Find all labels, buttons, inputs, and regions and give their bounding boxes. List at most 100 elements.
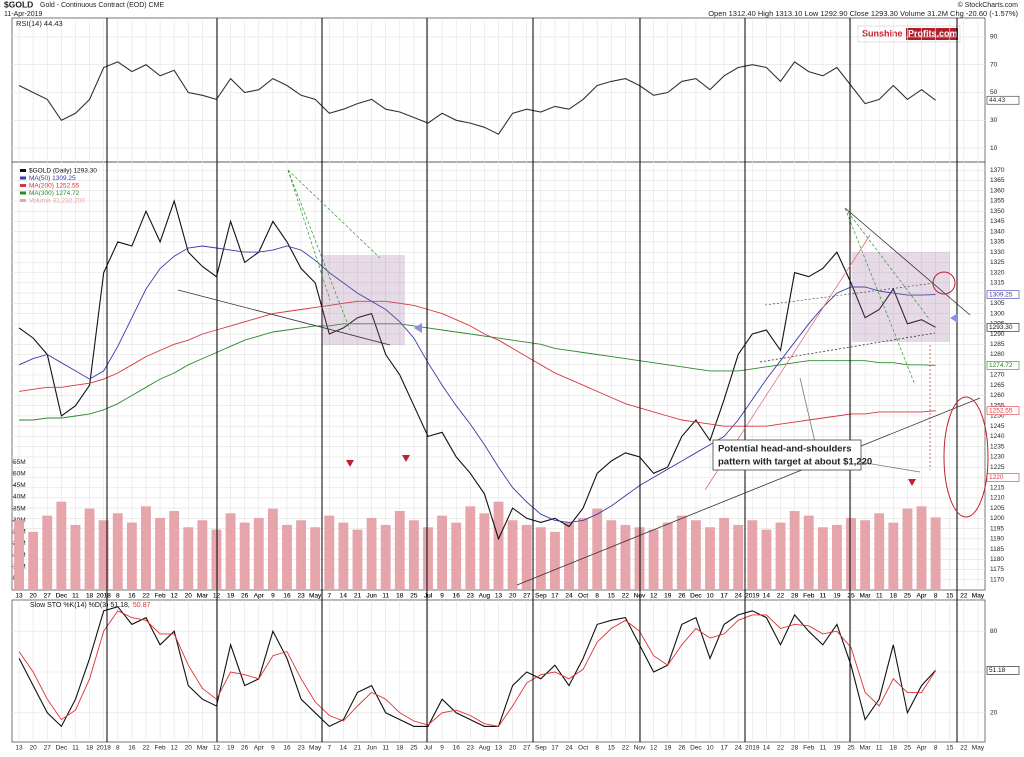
x-tick-label: Feb bbox=[803, 593, 815, 600]
y2-tick-label: 45M bbox=[13, 482, 26, 489]
volume-bar bbox=[253, 517, 264, 590]
x-tick-label: Dec bbox=[56, 593, 68, 600]
x-tick-label: 18 bbox=[890, 593, 898, 600]
x-tick-label: 11 bbox=[819, 745, 826, 752]
quote: Open 1312.40 High 1313.10 Low 1292.90 Cl… bbox=[708, 9, 1018, 18]
series-line bbox=[18, 61, 936, 135]
x-tick-label: 20 bbox=[185, 593, 193, 600]
x-tick-label: Jul bbox=[424, 593, 433, 600]
volume-bar bbox=[493, 501, 504, 590]
volume-bar bbox=[451, 522, 462, 590]
x-tick-label: 27 bbox=[44, 593, 52, 600]
x-tick-label: 23 bbox=[467, 745, 475, 752]
x-tick-label: 20 bbox=[30, 593, 38, 600]
volume-bar bbox=[394, 510, 405, 590]
x-tick-label: 16 bbox=[453, 593, 461, 600]
x-tick-label: 19 bbox=[227, 745, 235, 752]
volume-bar bbox=[930, 517, 941, 590]
x-tick-label: 23 bbox=[297, 745, 305, 752]
volume-bar bbox=[141, 506, 151, 590]
x-tick-label: Mar bbox=[197, 745, 209, 752]
x-tick-label: 16 bbox=[128, 593, 136, 600]
x-tick-label: 14 bbox=[763, 593, 771, 600]
highlight-zone bbox=[322, 255, 405, 345]
y-tick-label: 1210 bbox=[990, 495, 1005, 502]
y-tick-label: 1200 bbox=[990, 515, 1005, 522]
x-tick-label: 12 bbox=[650, 745, 658, 752]
x-tick-label: 21 bbox=[354, 593, 362, 600]
volume-bar bbox=[535, 527, 546, 590]
x-tick-label: 11 bbox=[819, 593, 826, 600]
y2-tick-label: 55M bbox=[13, 459, 26, 466]
y-tick-label: 1255 bbox=[990, 402, 1005, 409]
y-tick-label: 1315 bbox=[990, 280, 1005, 287]
x-tick-label: 22 bbox=[142, 745, 150, 752]
y2-tick-label: 40M bbox=[13, 494, 26, 501]
series-line bbox=[18, 199, 936, 541]
series-line bbox=[19, 300, 936, 427]
x-tick-label: 22 bbox=[960, 593, 968, 600]
value-tag bbox=[986, 666, 1020, 675]
x-tick-label: 19 bbox=[833, 593, 841, 600]
x-tick-label: 22 bbox=[777, 593, 785, 600]
volume-bar bbox=[56, 501, 67, 590]
y-tick-label: 1245 bbox=[990, 423, 1005, 430]
volume-bar bbox=[916, 506, 927, 590]
x-tick-label: 26 bbox=[241, 593, 249, 600]
x-tick-label: 9 bbox=[271, 745, 275, 752]
x-tick-label: 19 bbox=[833, 745, 841, 752]
volume-bar bbox=[507, 520, 518, 590]
x-tick-label: 24 bbox=[565, 593, 573, 600]
value-tag-label: 1274.72 bbox=[989, 362, 1013, 369]
logo-text: Sunshine bbox=[862, 28, 903, 38]
x-tick-label: 16 bbox=[453, 593, 461, 600]
x-tick-label: 18 bbox=[86, 745, 94, 752]
volume-bar bbox=[183, 527, 194, 590]
x-tick-label: 28 bbox=[791, 593, 799, 600]
x-tick-label: 17 bbox=[721, 745, 729, 752]
y-tick-label: 90 bbox=[990, 34, 998, 41]
x-tick-label: 8 bbox=[595, 745, 599, 752]
fan-line bbox=[844, 207, 916, 386]
x-tick-label: May bbox=[309, 593, 322, 600]
x-tick-label: 20 bbox=[509, 593, 517, 600]
x-tick-label: Aug bbox=[479, 593, 491, 600]
x-tick-label: 21 bbox=[354, 593, 362, 600]
x-tick-label: 13 bbox=[15, 593, 23, 600]
x-tick-label: 22 bbox=[142, 593, 150, 600]
volume-bar bbox=[14, 520, 24, 590]
y-tick-label: 1320 bbox=[990, 269, 1005, 276]
arrow bbox=[414, 323, 422, 333]
x-tick-label: 14 bbox=[763, 593, 771, 600]
x-tick-label: Jun bbox=[366, 593, 377, 600]
x-tick-label: 23 bbox=[297, 593, 305, 600]
y-tick-label: 1215 bbox=[990, 484, 1005, 491]
x-tick-label: 17 bbox=[721, 593, 729, 600]
highlight-circle bbox=[932, 271, 956, 295]
y-tick-label: 1345 bbox=[990, 218, 1005, 225]
series-line bbox=[18, 245, 936, 523]
volume-bar bbox=[846, 517, 856, 590]
x-tick-label: 7 bbox=[327, 745, 331, 752]
x-tick-label: 20 bbox=[185, 745, 193, 752]
x-tick-label: 10 bbox=[706, 593, 714, 600]
arrow bbox=[950, 313, 958, 323]
x-tick-label: 20 bbox=[30, 593, 38, 600]
x-tick-label: 19 bbox=[833, 593, 841, 600]
volume-bar bbox=[733, 524, 744, 590]
y-tick-label: 1270 bbox=[990, 372, 1005, 379]
y-tick-label: 10 bbox=[990, 145, 998, 152]
legend-swatch bbox=[20, 169, 26, 172]
x-tick-label: 22 bbox=[960, 593, 968, 600]
x-tick-label: 18 bbox=[890, 593, 898, 600]
x-tick-label: 27 bbox=[523, 593, 531, 600]
x-tick-label: 16 bbox=[128, 593, 136, 600]
volume-bar bbox=[465, 506, 476, 590]
arrow bbox=[908, 479, 916, 486]
pointer bbox=[799, 377, 816, 443]
x-tick-label: 26 bbox=[241, 593, 249, 600]
trend-line bbox=[844, 207, 971, 316]
x-tick-label: Dec bbox=[56, 745, 68, 752]
symbol: $GOLD bbox=[4, 0, 33, 9]
y-tick-label: 70 bbox=[990, 61, 998, 68]
